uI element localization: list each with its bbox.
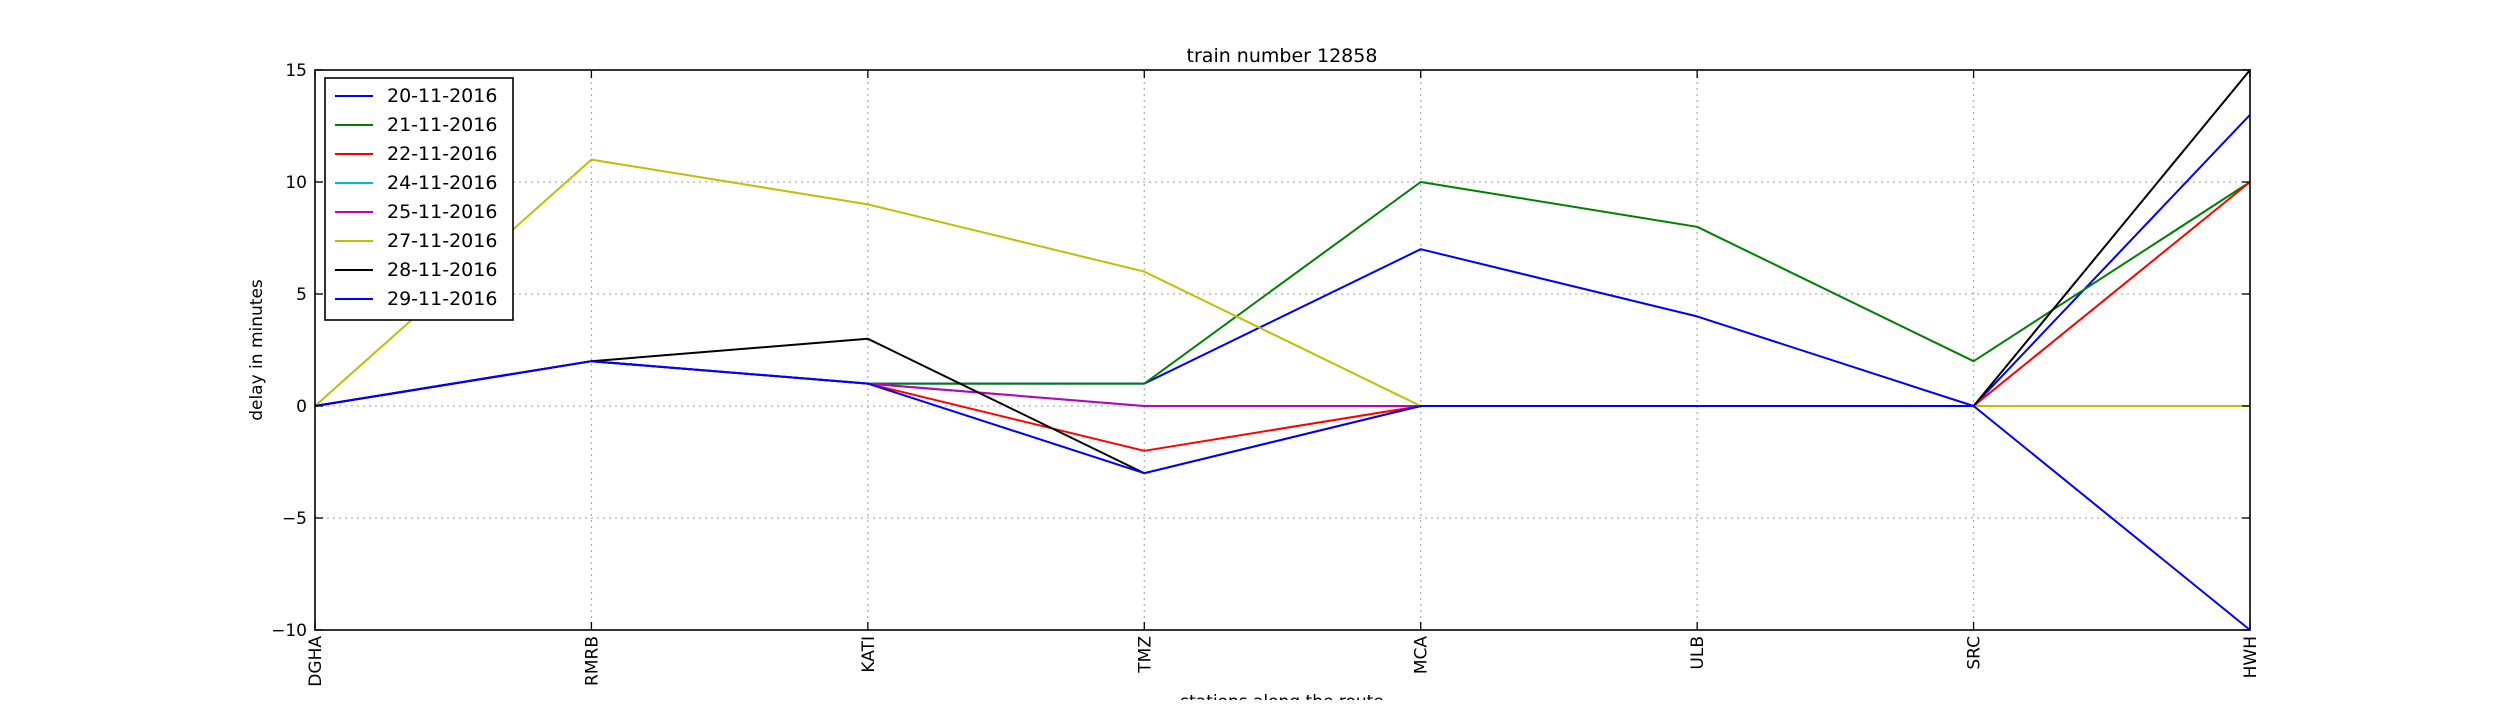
series-line <box>314 69 2251 475</box>
x-tick-label: HWH <box>2241 636 2261 678</box>
series-line <box>314 360 2251 631</box>
series-line <box>314 360 2250 407</box>
y-axis-label: delay in minutes <box>247 279 267 421</box>
legend-label: 25-11-2016 <box>387 201 497 223</box>
x-tick-label: RMRB <box>582 636 602 686</box>
y-tick-label: 5 <box>296 285 307 305</box>
legend-label: 27-11-2016 <box>387 230 497 252</box>
y-tick-label: 10 <box>285 173 307 193</box>
series-layer <box>314 69 2251 631</box>
legend-label: 20-11-2016 <box>387 85 497 107</box>
x-tick-label: MCA <box>1412 636 1432 675</box>
y-tick-label: −5 <box>282 509 307 529</box>
tick-layer: DGHA RMRB KATI TMZ MCA ULB SRC HWH −10 −5 0 5 10 15 <box>271 61 2261 687</box>
legend-label: 28-11-2016 <box>387 259 497 281</box>
grid-layer <box>315 70 2250 630</box>
plot-frame <box>314 69 2251 631</box>
legend-box <box>324 77 514 321</box>
legend: 20-11-2016 21-11-2016 22-11-2016 24-11-2016… <box>324 77 514 321</box>
x-tick-label: SRC <box>1965 636 1985 670</box>
x-tick-label: KATI <box>859 636 879 673</box>
legend-label: 24-11-2016 <box>387 172 497 194</box>
legend-label: 21-11-2016 <box>387 114 497 136</box>
series-line <box>314 360 2250 407</box>
y-tick-label: 0 <box>296 397 307 417</box>
legend-label: 29-11-2016 <box>387 288 497 310</box>
y-tick-label: 15 <box>285 61 307 81</box>
chart-title: train number 12858 <box>1187 45 1378 67</box>
x-axis-label: stations along the route <box>1180 692 1384 700</box>
y-tick-label: −10 <box>271 621 307 641</box>
x-tick-label: ULB <box>1688 636 1708 670</box>
legend-label: 22-11-2016 <box>387 143 497 165</box>
x-tick-label: TMZ <box>1135 636 1155 674</box>
x-tick-label: DGHA <box>306 636 326 687</box>
